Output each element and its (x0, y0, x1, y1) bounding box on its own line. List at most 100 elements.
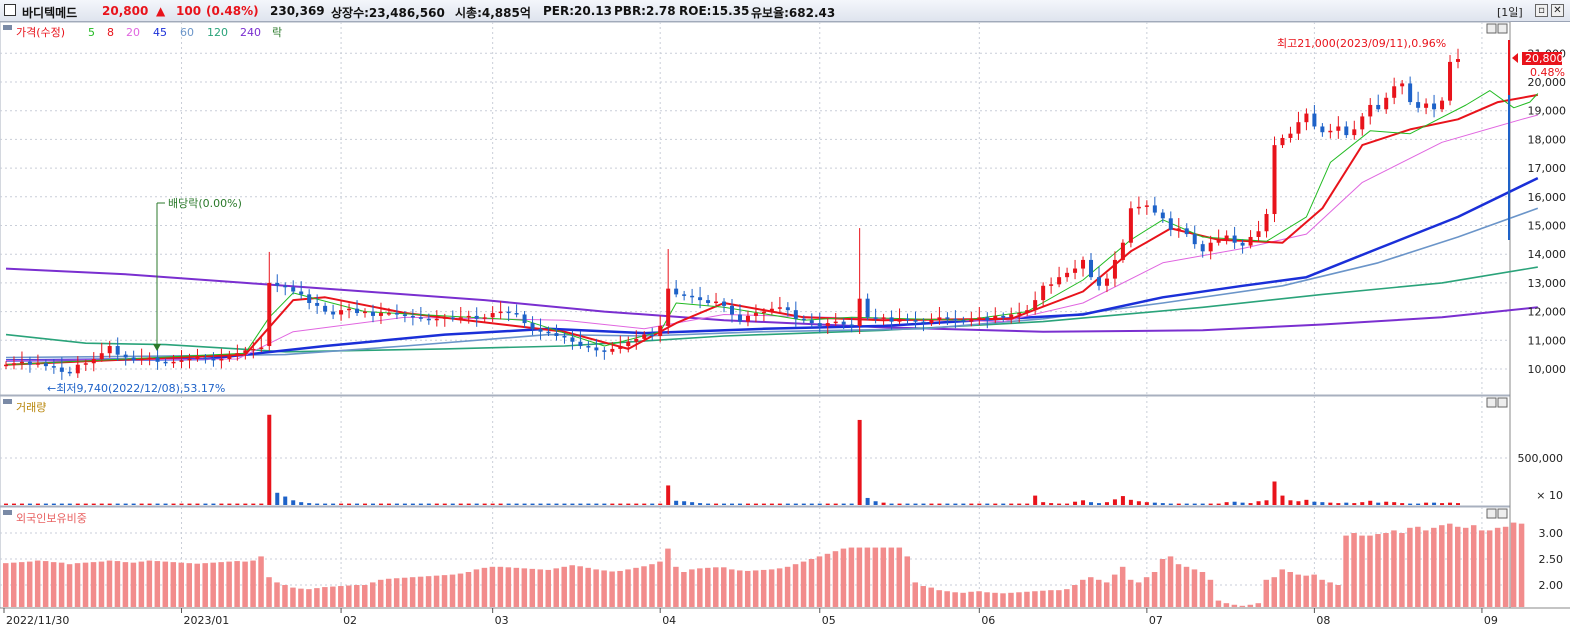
candle-body (730, 305, 734, 315)
candle-body (841, 321, 846, 325)
foreign-bar (146, 560, 153, 607)
volume-bar (187, 503, 192, 505)
volume-bar (131, 503, 136, 505)
candle-body (993, 315, 998, 321)
foreign-bar (154, 561, 161, 607)
foreign-bar (1000, 593, 1006, 607)
foreign-bar (401, 577, 408, 607)
foreign-bar (42, 561, 49, 607)
volume-bar (626, 503, 631, 505)
volume-bar (769, 503, 774, 505)
candle-body (674, 288, 679, 295)
volume-bar (1384, 501, 1389, 505)
select-checkbox[interactable] (4, 4, 16, 16)
retention-ratio: 유보율:682.43 (751, 6, 836, 20)
panel-max-icon[interactable] (1486, 397, 1497, 408)
foreign-bar (1518, 523, 1525, 607)
foreign-bar (186, 563, 192, 607)
volume-bar (299, 502, 304, 505)
volume-bar (147, 503, 152, 505)
panel-max-icon[interactable] (1486, 508, 1497, 519)
foreign-bar (1415, 526, 1421, 607)
volume-bar (35, 503, 40, 505)
volume-bar (267, 414, 272, 505)
maximize-icon[interactable]: ▫ (1535, 4, 1548, 17)
candle-body (506, 311, 511, 314)
candle-body (1280, 137, 1285, 146)
legend-ma5: 5 (88, 26, 95, 39)
candle-body (690, 295, 695, 298)
volume-bar (745, 503, 750, 505)
foreign-bar (736, 570, 743, 607)
candle-body (969, 318, 974, 322)
volume-bars (4, 414, 1460, 505)
volume-bar (11, 503, 16, 505)
foreign-bar (1016, 592, 1022, 607)
foreign-bar (1359, 535, 1365, 607)
volume-bar (969, 503, 974, 505)
panel-close-icon[interactable] (1497, 508, 1508, 519)
candle-body (857, 298, 862, 326)
foreign-bar (585, 567, 591, 607)
period-selector[interactable]: [1일] (1497, 6, 1523, 19)
foreign-bar (1343, 535, 1349, 607)
panel-close-icon[interactable] (1497, 23, 1508, 34)
foreign-bar (162, 561, 169, 607)
volume-bar (793, 503, 798, 505)
volume-bar (1096, 503, 1101, 505)
volume-bar (59, 503, 64, 505)
ma-240-line (5, 267, 1538, 333)
volume-bar (785, 503, 790, 505)
foreign-bar (1327, 582, 1333, 607)
candle-body (482, 317, 487, 319)
foreign-bar (609, 571, 615, 607)
panel-max-icon[interactable] (1486, 23, 1497, 34)
candle-body (642, 334, 647, 339)
candle-body (1456, 59, 1460, 62)
foreign-bar (768, 569, 775, 607)
candle-body (889, 317, 894, 322)
candle-body (1200, 244, 1205, 252)
x-tick-label: 05 (822, 614, 836, 627)
candle-body (347, 308, 352, 311)
foreign-bar (473, 569, 480, 607)
volume-bar (1320, 502, 1325, 505)
volume-bar (1224, 502, 1229, 505)
foreign-bar (1008, 592, 1014, 607)
foreign-bar (1247, 604, 1254, 607)
candle-body (1120, 242, 1125, 260)
volume-bar (1256, 501, 1261, 505)
volume-bar (450, 503, 455, 505)
foreign-bar (936, 590, 942, 607)
foreign-bar (1399, 533, 1405, 607)
volume-bar (666, 485, 671, 505)
foreign-bar (465, 572, 472, 607)
candle-body (658, 325, 663, 336)
foreign-bar (1064, 589, 1070, 607)
close-icon[interactable]: ✕ (1551, 4, 1564, 17)
foreign-bar (1239, 605, 1246, 607)
candle-body (1312, 113, 1317, 127)
price-tag (1522, 52, 1562, 65)
candle-body (897, 318, 902, 322)
candle-body (1136, 206, 1141, 209)
candle-body (394, 313, 399, 315)
volume-bar (929, 503, 934, 505)
legend-ma120: 120 (207, 26, 228, 39)
foreign-bar (840, 548, 847, 607)
stock-name[interactable]: 바디텍메드 (22, 6, 78, 20)
candle-body (75, 364, 80, 374)
legend-ma45: 45 (153, 26, 167, 39)
candle-body (331, 311, 336, 315)
panel-close-icon[interactable] (1497, 397, 1508, 408)
foreign-bar (1135, 582, 1142, 607)
foreign-bar (1423, 530, 1429, 607)
legend-ma20: 20 (126, 26, 140, 39)
candle-body (594, 347, 599, 351)
foreign-bar (218, 562, 224, 607)
price-pointer-icon (1512, 53, 1518, 63)
foreign-bar (824, 553, 831, 607)
foreign-bar (34, 560, 41, 607)
candle-body (833, 321, 838, 324)
